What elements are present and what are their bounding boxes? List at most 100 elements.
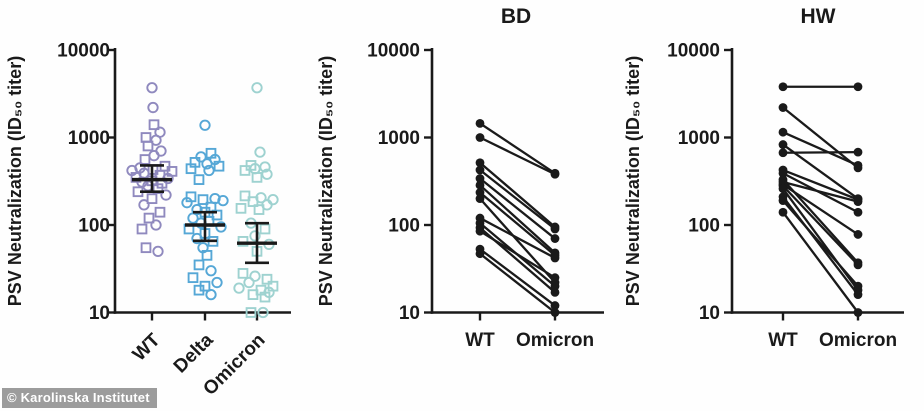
data-point-omicron (853, 308, 863, 317)
data-point-square (136, 223, 148, 235)
category-label: WT (465, 330, 495, 351)
data-point-wt (475, 165, 485, 175)
data-point-circle (150, 134, 162, 146)
data-point-omicron (550, 287, 560, 297)
pair-line (782, 199, 859, 287)
pair-line (479, 248, 556, 307)
data-point-circle (243, 276, 255, 289)
data-point-omicron (853, 160, 863, 170)
data-point-square (154, 206, 166, 218)
data-point-square (211, 209, 223, 221)
data-point-square (193, 284, 205, 296)
data-point-circle (205, 265, 217, 277)
y-tick-label: 1000 (678, 128, 720, 149)
y-tick-label: 1000 (68, 128, 110, 149)
data-point-circle (211, 276, 223, 289)
data-point-square (259, 291, 271, 303)
data-point-circle (249, 230, 261, 242)
data-point-square (140, 132, 152, 143)
data-point-wt (475, 118, 485, 128)
data-point-circle (254, 146, 266, 158)
pair-line (782, 106, 859, 169)
category-label: Omicron (819, 330, 897, 351)
pair-line (782, 151, 859, 154)
data-point-circle (203, 164, 215, 177)
data-point-circle (201, 158, 213, 170)
data-point-square (261, 273, 273, 285)
data-point-omicron (853, 147, 863, 157)
pair-line (782, 131, 859, 167)
data-point-wt (778, 103, 788, 112)
data-point-wt (475, 188, 485, 197)
panel-title-hw: HW (800, 5, 836, 28)
data-point-square (237, 268, 249, 279)
data-point-wt (778, 148, 788, 158)
data-point-wt (778, 82, 788, 92)
data-point-circle (146, 82, 158, 94)
y-tick-label: 10000 (667, 41, 720, 62)
data-point-square (245, 307, 257, 318)
data-point-wt (475, 133, 485, 142)
data-point-wt (475, 158, 485, 168)
y-axis-label-bd: PSV Neutralization (ID₅₀ titer) (316, 55, 336, 307)
pair-line (479, 161, 556, 228)
data-point-circle (233, 282, 245, 294)
category-label: WT (129, 329, 165, 365)
category-label: Omicron (516, 330, 594, 351)
data-point-square (187, 272, 199, 284)
data-point-wt (475, 180, 485, 190)
data-point-circle (150, 219, 162, 231)
data-point-circle (215, 221, 227, 233)
data-point-wt (778, 127, 788, 137)
pair-line (479, 177, 556, 240)
y-axis-label-hw: PSV Neutralization (ID₅₀ titer) (623, 55, 643, 307)
data-point-square (140, 242, 152, 254)
data-point-square (251, 172, 263, 183)
data-point-square (139, 154, 151, 165)
data-point-wt (778, 168, 788, 178)
pair-line (479, 230, 556, 279)
data-point-omicron (853, 82, 863, 92)
y-tick-label: 100 (688, 216, 720, 237)
data-point-circle (181, 197, 193, 209)
y-tick-label: 100 (388, 216, 420, 237)
data-point-square (239, 190, 251, 202)
y-tick-label: 10 (89, 303, 110, 324)
data-point-square (259, 223, 271, 235)
data-point-wt (778, 184, 788, 194)
panel-title-bd: BD (500, 5, 532, 28)
y-tick-label: 10000 (367, 41, 420, 62)
pair-line (479, 184, 556, 254)
pair-line (479, 169, 556, 230)
data-point-circle (138, 199, 150, 211)
data-point-omicron (550, 253, 560, 263)
y-tick-label: 10 (399, 303, 420, 324)
pair-line (782, 180, 859, 203)
pair-line (782, 185, 859, 266)
data-point-circle (251, 82, 263, 94)
data-point-wt (475, 226, 485, 236)
data-point-wt (778, 207, 788, 217)
data-point-wt (475, 194, 485, 204)
data-point-square (247, 196, 259, 207)
y-tick-label: 10000 (57, 41, 110, 62)
data-point-wt (475, 249, 485, 259)
data-point-wt (778, 196, 788, 206)
data-point-square (239, 165, 251, 176)
data-point-circle (249, 270, 261, 282)
data-point-circle (148, 150, 160, 162)
data-point-square (185, 163, 197, 175)
data-point-circle (191, 232, 203, 245)
category-label: WT (768, 330, 798, 351)
data-point-square (148, 119, 160, 131)
pair-line (782, 168, 859, 201)
data-point-omicron (550, 234, 560, 243)
data-point-square (235, 202, 247, 214)
data-point-square (143, 212, 155, 224)
data-point-omicron (550, 281, 560, 291)
data-point-wt (475, 174, 485, 183)
data-point-omicron (550, 169, 560, 179)
pair-line (479, 217, 556, 259)
